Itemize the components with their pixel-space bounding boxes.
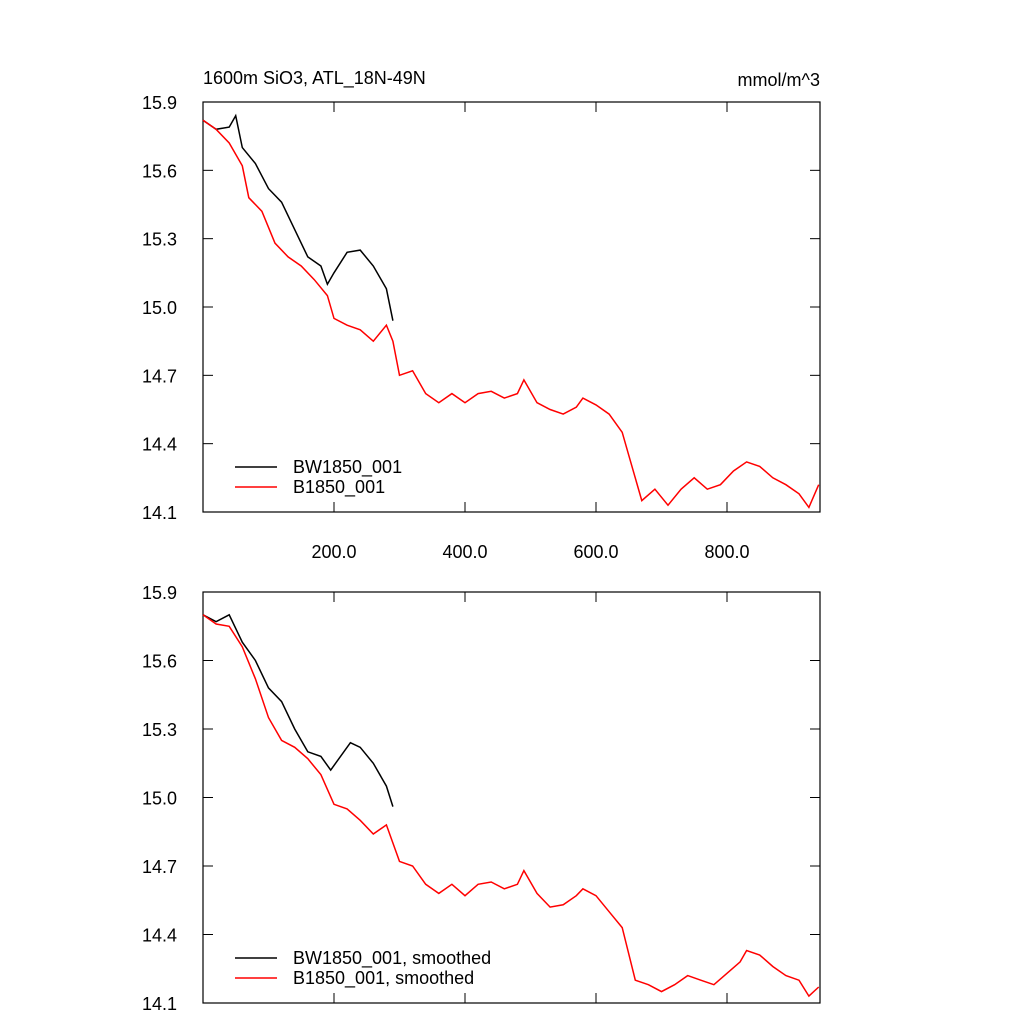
units-label: mmol/m^3 xyxy=(738,70,820,90)
legend-label: BW1850_001 xyxy=(293,457,402,478)
legend-label: B1850_001 xyxy=(293,477,385,498)
x-tick-label: 200.0 xyxy=(311,542,356,562)
chart-title: 1600m SiO3, ATL_18N-49N xyxy=(203,68,426,89)
y-tick-label: 15.9 xyxy=(142,93,177,113)
y-tick-label: 14.1 xyxy=(142,503,177,523)
data-line xyxy=(202,613,394,807)
plot-frame xyxy=(202,101,821,513)
y-tick-label: 14.1 xyxy=(142,994,177,1014)
y-tick-label: 14.4 xyxy=(142,435,177,455)
y-tick-label: 15.3 xyxy=(142,720,177,740)
y-tick-label: 15.6 xyxy=(142,161,177,181)
legend-label: B1850_001, smoothed xyxy=(293,968,474,989)
x-tick-label: 400.0 xyxy=(442,542,487,562)
y-tick-label: 14.4 xyxy=(142,926,177,946)
y-tick-label: 15.9 xyxy=(142,583,177,603)
y-tick-label: 14.7 xyxy=(142,366,177,386)
y-tick-label: 15.3 xyxy=(142,230,177,250)
data-line xyxy=(202,119,820,509)
y-tick-label: 14.7 xyxy=(142,857,177,877)
y-tick-label: 15.6 xyxy=(142,652,177,672)
legend-label: BW1850_001, smoothed xyxy=(293,948,491,969)
y-tick-label: 15.0 xyxy=(142,298,177,318)
data-line xyxy=(202,614,820,998)
data-line xyxy=(202,113,394,321)
x-tick-label: 600.0 xyxy=(573,542,618,562)
plot-frame xyxy=(202,591,821,1004)
x-tick-label: 800.0 xyxy=(704,542,749,562)
y-tick-label: 15.0 xyxy=(142,789,177,809)
